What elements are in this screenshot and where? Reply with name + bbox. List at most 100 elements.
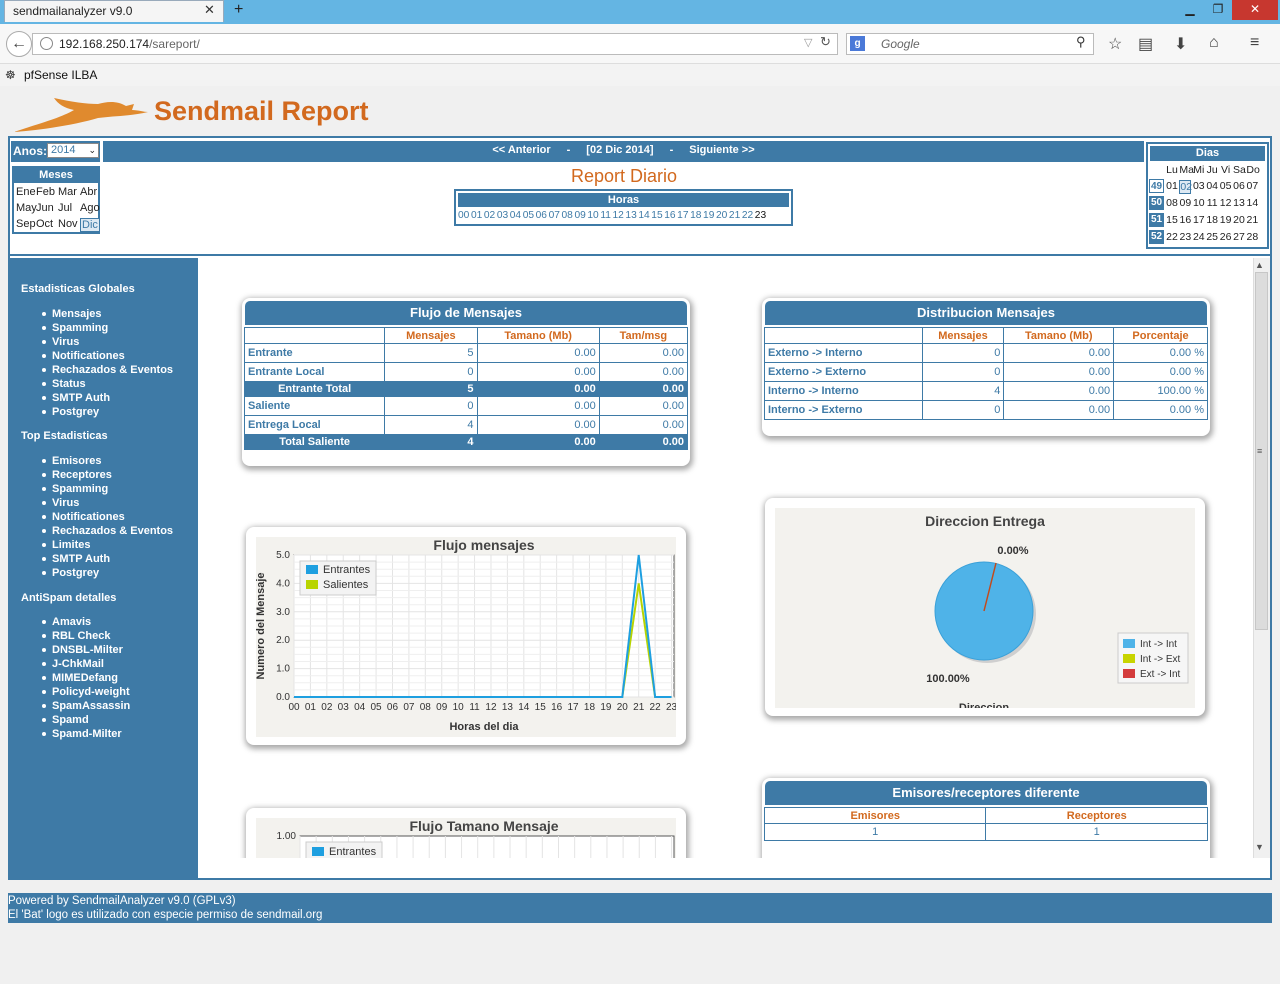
download-icon[interactable]: ⬇ <box>1174 36 1188 53</box>
day-link[interactable]: 08 <box>1166 197 1178 209</box>
day-link[interactable]: 25 <box>1206 231 1219 243</box>
sidebar-item[interactable]: Receptores <box>42 469 112 481</box>
day-link[interactable]: 12 <box>1219 197 1232 209</box>
sidebar-item[interactable]: Notificationes <box>42 511 125 523</box>
hour-link[interactable]: 15 <box>651 210 663 221</box>
browser-tab[interactable]: sendmailanalyzer v9.0 <box>4 0 224 22</box>
day-link[interactable]: 07 <box>1246 180 1259 192</box>
day-link[interactable]: 14 <box>1246 197 1259 209</box>
hour-link[interactable]: 10 <box>587 210 599 221</box>
hour-link[interactable]: 11 <box>600 210 611 221</box>
hour-link[interactable]: 17 <box>677 210 689 221</box>
minimize-icon[interactable]: ▁ <box>1185 2 1195 16</box>
window-close-icon[interactable]: ✕ <box>1232 0 1278 20</box>
search-input[interactable]: Google <box>846 33 1094 55</box>
url-bar[interactable]: 192.168.250.174/sareport/ <box>32 33 838 55</box>
hour-link[interactable]: 00 <box>458 210 470 221</box>
day-link[interactable]: 17 <box>1192 214 1205 226</box>
day-link[interactable]: 10 <box>1192 197 1205 209</box>
week-link[interactable]: 52 <box>1149 230 1164 244</box>
day-link[interactable]: 27 <box>1233 231 1245 243</box>
sidebar-item[interactable]: Spamd <box>42 714 89 726</box>
hour-link[interactable]: 08 <box>561 210 573 221</box>
sidebar-item[interactable]: J-ChkMail <box>42 658 104 670</box>
sidebar-item[interactable]: MIMEDefang <box>42 672 118 684</box>
month-link[interactable]: Sep <box>16 218 36 230</box>
day-link[interactable]: 21 <box>1246 214 1259 226</box>
sidebar-item[interactable]: DNSBL-Milter <box>42 644 123 656</box>
search-engine-icon[interactable]: g <box>850 36 865 51</box>
sidebar-item[interactable]: Mensajes <box>42 308 102 320</box>
month-link[interactable]: Dic <box>80 218 100 232</box>
month-link[interactable]: Ene <box>16 186 36 198</box>
month-link[interactable]: Jul <box>58 202 73 214</box>
sidebar-item[interactable]: Virus <box>41 497 80 509</box>
sidebar-item[interactable]: SMTP Auth <box>41 392 111 404</box>
hour-link[interactable]: 23 <box>754 210 767 221</box>
sidebar-item[interactable]: RBL Check <box>41 630 111 642</box>
sidebar-item[interactable]: Rechazados & Eventos <box>41 525 174 537</box>
day-link[interactable]: 03 <box>1192 180 1205 192</box>
reading-list-icon[interactable]: ▤ <box>1138 36 1154 53</box>
home-icon[interactable]: ⌂ <box>1209 34 1219 51</box>
day-link[interactable]: 01 <box>1166 180 1178 192</box>
scrollbar-thumb[interactable] <box>1255 272 1268 630</box>
day-link[interactable]: 22 <box>1166 231 1178 243</box>
hour-link[interactable]: 06 <box>535 210 547 221</box>
sidebar-item[interactable]: Spamming <box>41 483 109 495</box>
day-link[interactable]: 15 <box>1166 214 1178 226</box>
day-link[interactable]: 19 <box>1219 214 1232 226</box>
search-magnifier-icon[interactable]: ⚲ <box>1076 34 1086 49</box>
hour-link[interactable]: 16 <box>664 210 676 221</box>
hour-link[interactable]: 13 <box>625 210 637 221</box>
url-dropdown-icon[interactable]: ▽ <box>804 37 813 49</box>
hour-link[interactable]: 07 <box>548 210 560 221</box>
sidebar-item[interactable]: Emisores <box>42 455 102 467</box>
day-link[interactable]: 04 <box>1206 180 1219 192</box>
scroll-up-icon[interactable]: ▲ <box>1255 260 1264 270</box>
maximize-icon[interactable]: ❐ <box>1212 2 1224 16</box>
month-link[interactable]: Abr <box>80 186 98 198</box>
hour-link[interactable]: 12 <box>612 210 624 221</box>
bookmark-star-icon[interactable]: ☆ <box>1108 36 1123 53</box>
hour-link[interactable]: 20 <box>715 210 728 221</box>
sidebar-item[interactable]: Rechazados & Eventos <box>41 364 174 376</box>
day-link[interactable]: 06 <box>1233 180 1245 192</box>
sidebar-item[interactable]: Spamming <box>41 322 109 334</box>
month-link[interactable]: Oct <box>36 218 54 230</box>
sidebar-item[interactable]: Postgrey <box>41 406 100 418</box>
day-link[interactable]: 28 <box>1246 231 1259 243</box>
month-link[interactable]: Nov <box>58 218 78 230</box>
sidebar-item[interactable]: Limites <box>42 539 91 551</box>
week-link[interactable]: 51 <box>1149 213 1164 227</box>
month-link[interactable]: Ago <box>80 202 100 214</box>
sidebar-item[interactable]: Amavis <box>41 616 92 628</box>
bookmark-pfsense[interactable]: pfSense ILBA <box>24 68 98 82</box>
week-link[interactable]: 49 <box>1149 179 1164 193</box>
next-link[interactable]: Siguiente >> <box>689 144 755 156</box>
day-link[interactable]: 11 <box>1206 197 1218 209</box>
sidebar-item[interactable]: Spamd-Milter <box>42 728 122 740</box>
sidebar-item[interactable]: Notificationes <box>42 350 125 362</box>
hour-link[interactable]: 03 <box>496 210 509 221</box>
week-link[interactable]: 50 <box>1149 196 1164 210</box>
hour-link[interactable]: 22 <box>741 210 754 221</box>
month-link[interactable]: Jun <box>36 202 54 214</box>
menu-icon[interactable]: ≡ <box>1250 34 1260 51</box>
day-link[interactable]: 09 <box>1179 197 1192 209</box>
reload-icon[interactable]: ↻ <box>820 34 831 49</box>
hour-link[interactable]: 09 <box>574 210 586 221</box>
prev-link[interactable]: << Anterior <box>492 144 551 156</box>
back-button[interactable]: ← <box>6 31 32 57</box>
hour-link[interactable]: 18 <box>690 210 702 221</box>
sidebar-item[interactable]: Postgrey <box>41 567 100 579</box>
day-link[interactable]: 24 <box>1192 231 1205 243</box>
day-link[interactable]: 13 <box>1233 197 1245 209</box>
day-link[interactable]: 02 <box>1179 180 1193 194</box>
hour-link[interactable]: 01 <box>470 210 483 221</box>
hour-link[interactable]: 04 <box>509 210 522 221</box>
day-link[interactable]: 20 <box>1233 214 1245 226</box>
sidebar-item[interactable]: Virus <box>41 336 80 348</box>
sidebar-item[interactable]: SMTP Auth <box>41 553 111 565</box>
anos-select[interactable]: 2014 ⌄ <box>47 143 99 158</box>
